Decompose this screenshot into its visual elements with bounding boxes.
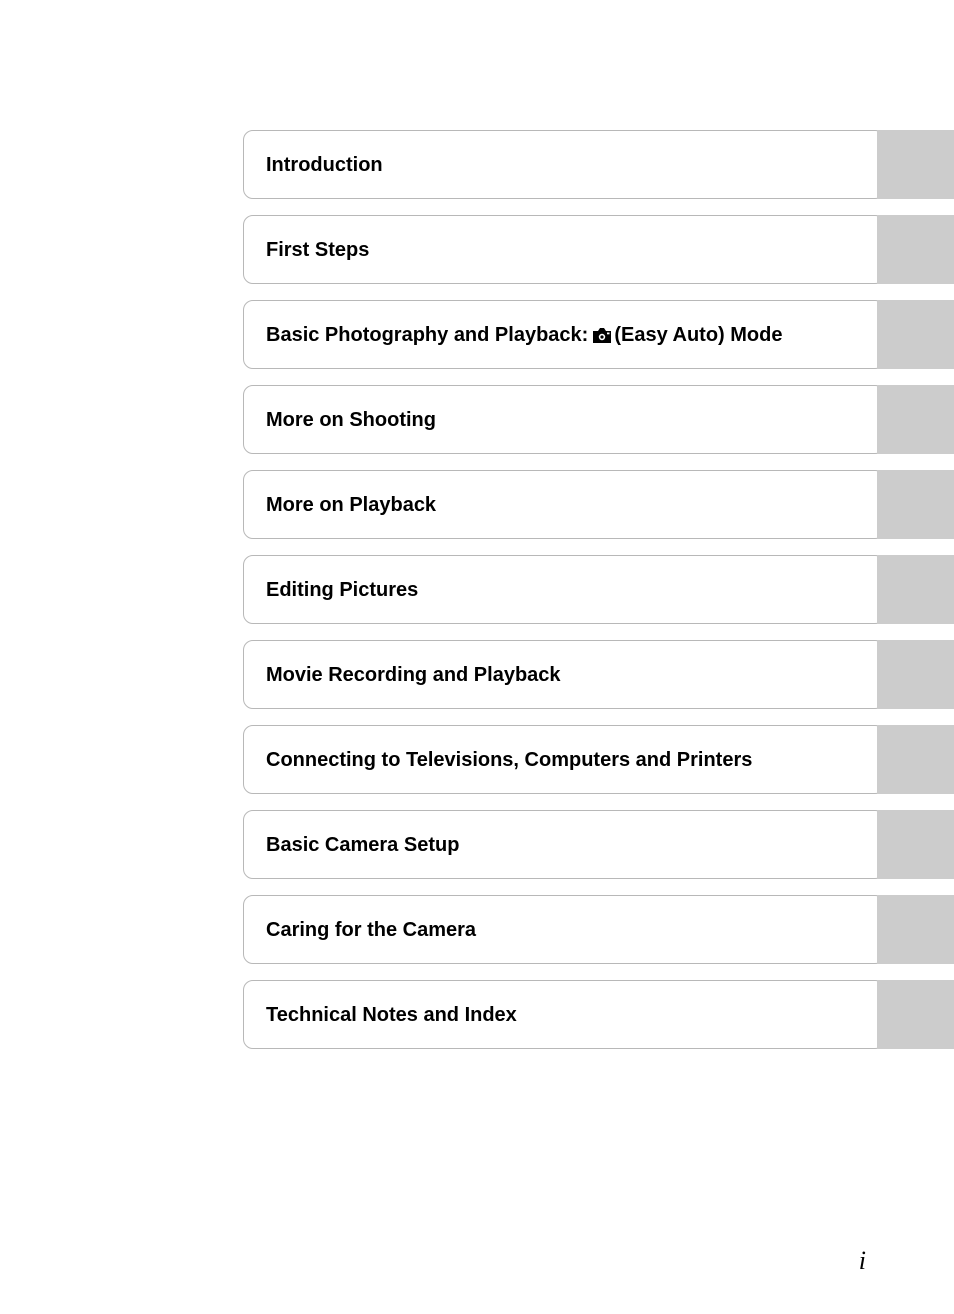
toc-item-label: Connecting to Televisions, Computers and… [266,748,752,772]
toc-item-first-steps[interactable]: First Steps [243,215,885,284]
toc-tab[interactable] [877,810,954,879]
toc-item-label: Editing Pictures [266,578,418,602]
toc-item-connecting[interactable]: Connecting to Televisions, Computers and… [243,725,885,794]
toc-item-technical-notes[interactable]: Technical Notes and Index [243,980,885,1049]
camera-icon [590,326,612,344]
toc-item-basic-photography[interactable]: Basic Photography and Playback: (Easy Au… [243,300,885,369]
toc-tab[interactable] [877,130,954,199]
toc-tab[interactable] [877,300,954,369]
toc-tab[interactable] [877,470,954,539]
toc-item-label-suffix: (Easy Auto) Mode [614,323,782,347]
page-number: i [859,1246,866,1276]
toc-item-editing-pictures[interactable]: Editing Pictures [243,555,885,624]
toc-tab[interactable] [877,980,954,1049]
toc-item-label: More on Playback [266,493,436,517]
toc-item-label: Basic Camera Setup [266,833,459,857]
toc-tab[interactable] [877,215,954,284]
toc-item-label-prefix: Basic Photography and Playback: [266,323,588,347]
toc-tab[interactable] [877,385,954,454]
toc-item-label: Movie Recording and Playback [266,663,561,687]
toc-tab[interactable] [877,725,954,794]
toc-item-label: First Steps [266,238,369,262]
toc-row: Editing Pictures [243,555,954,624]
toc-item-label: More on Shooting [266,408,436,432]
toc-row: Introduction [243,130,954,199]
toc-item-label: Caring for the Camera [266,918,476,942]
toc-item-label: Introduction [266,153,383,177]
toc-item-introduction[interactable]: Introduction [243,130,885,199]
toc-item-caring[interactable]: Caring for the Camera [243,895,885,964]
toc-row: First Steps [243,215,954,284]
toc-row: Basic Photography and Playback: (Easy Au… [243,300,954,369]
toc-row: Basic Camera Setup [243,810,954,879]
toc-tab[interactable] [877,555,954,624]
toc-tab[interactable] [877,895,954,964]
toc-item-more-shooting[interactable]: More on Shooting [243,385,885,454]
toc-tab[interactable] [877,640,954,709]
toc-item-movie-recording[interactable]: Movie Recording and Playback [243,640,885,709]
toc-item-more-playback[interactable]: More on Playback [243,470,885,539]
toc-list: Introduction First Steps Basic Photograp… [243,130,954,1049]
toc-row: Caring for the Camera [243,895,954,964]
toc-item-basic-setup[interactable]: Basic Camera Setup [243,810,885,879]
toc-row: Connecting to Televisions, Computers and… [243,725,954,794]
toc-item-label: Technical Notes and Index [266,1003,517,1027]
toc-row: More on Shooting [243,385,954,454]
toc-row: More on Playback [243,470,954,539]
toc-row: Technical Notes and Index [243,980,954,1049]
toc-row: Movie Recording and Playback [243,640,954,709]
